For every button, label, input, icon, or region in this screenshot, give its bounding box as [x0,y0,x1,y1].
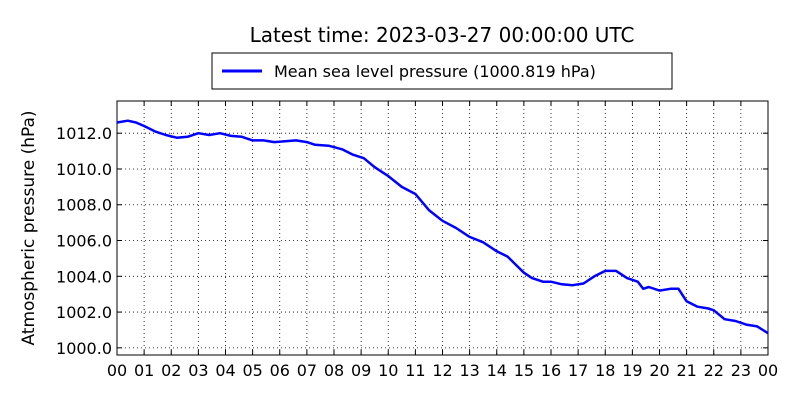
y-axis-label: Atmospheric pressure (hPa) [19,110,39,345]
y-tick-label: 1012.0 [56,124,112,143]
x-tick-label: 02 [161,361,181,380]
y-tick-label: 1002.0 [56,303,112,322]
x-tick-label: 16 [541,361,561,380]
x-tick-label: 13 [459,361,479,380]
x-tick-label: 20 [649,361,669,380]
x-tick-label: 03 [188,361,208,380]
x-tick-label: 19 [622,361,642,380]
x-tick-label: 11 [405,361,425,380]
x-tick-label: 23 [731,361,751,380]
y-tick-label: 1000.0 [56,339,112,358]
x-tick-label: 00 [758,361,778,380]
x-tick-label: 17 [568,361,588,380]
x-tick-label: 21 [676,361,696,380]
plot-area [116,100,769,356]
legend-box [211,52,673,90]
x-tick-label: 15 [514,361,534,380]
x-tick-label: 09 [351,361,371,380]
y-tick-label: 1010.0 [56,160,112,179]
x-tick-label: 04 [215,361,235,380]
y-tick-label: 1006.0 [56,232,112,251]
x-tick-label: 00 [107,361,127,380]
x-tick-label: 07 [297,361,317,380]
y-tick-label: 1008.0 [56,196,112,215]
x-tick-label: 18 [595,361,615,380]
x-tick-label: 10 [378,361,398,380]
x-tick-label: 14 [487,361,507,380]
x-tick-label: 08 [324,361,344,380]
x-tick-label: 01 [134,361,154,380]
x-tick-label: 12 [432,361,452,380]
grid-lines [117,101,768,355]
y-tick-label: 1004.0 [56,267,112,286]
y-axis-ticks: 1000.0 1002.0 1004.0 1006.0 1008.0 1010.0 1012… [56,124,768,358]
x-tick-label: 05 [242,361,262,380]
pressure-series-line [116,119,769,335]
legend: Mean sea level pressure (1000.819 hPa) [211,52,673,90]
chart-title: Latest time: 2023-03-27 00:00:00 UTC [250,23,635,47]
series-group [116,119,769,335]
x-tick-label: 06 [270,361,290,380]
legend-label: Mean sea level pressure (1000.819 hPa) [274,62,596,81]
x-tick-label: 22 [704,361,724,380]
x-axis-ticks: 00 01 02 03 04 05 06 07 08 09 10 11 12 13 14 15 16 17 18 19… [107,101,778,380]
